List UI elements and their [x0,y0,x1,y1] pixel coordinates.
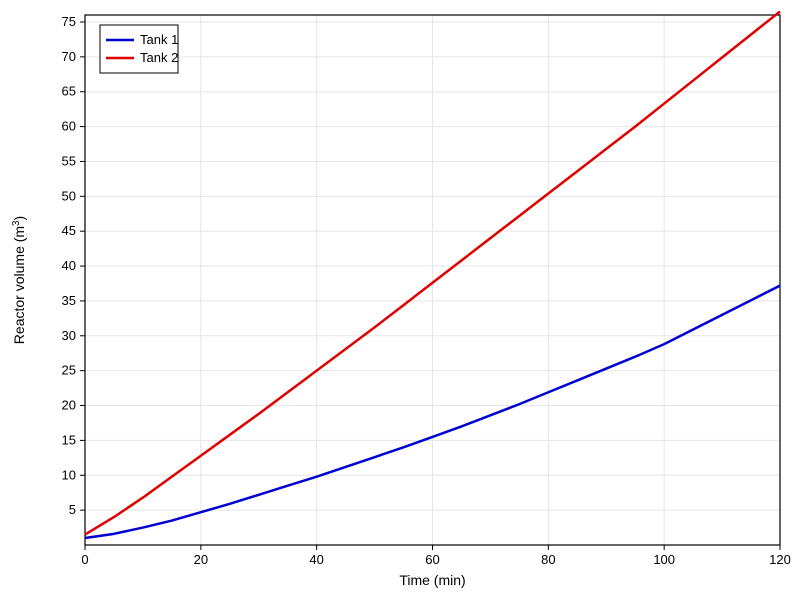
y-tick-label: 35 [62,293,76,308]
y-tick-label: 15 [62,432,76,447]
x-axis-label: Time (min) [399,572,465,588]
y-tick-label: 65 [62,84,76,99]
y-axis-label: Reactor volume (m3) [11,216,28,344]
x-tick-label: 40 [309,552,323,567]
y-tick-label: 50 [62,188,76,203]
y-tick-label: 5 [69,502,76,517]
y-tick-label: 20 [62,398,76,413]
y-tick-label: 30 [62,328,76,343]
y-tick-label: 45 [62,223,76,238]
x-tick-label: 120 [769,552,791,567]
y-tick-label: 75 [62,14,76,29]
x-tick-label: 0 [81,552,88,567]
legend-label: Tank 2 [140,50,178,65]
y-tick-label: 60 [62,119,76,134]
x-tick-label: 80 [541,552,555,567]
y-tick-label: 25 [62,363,76,378]
x-tick-label: 60 [425,552,439,567]
y-tick-label: 70 [62,49,76,64]
legend-label: Tank 1 [140,32,178,47]
y-tick-label: 10 [62,467,76,482]
y-tick-label: 55 [62,153,76,168]
x-tick-label: 20 [194,552,208,567]
x-tick-label: 100 [653,552,675,567]
line-chart: 0 20 40 60 80 100 120 5 10 15 20 25 30 35 40 45 50 55 60 65… [0,0,800,600]
chart-container: { "chart": { "type": "line", "width": 80… [0,0,800,600]
y-tick-label: 40 [62,258,76,273]
